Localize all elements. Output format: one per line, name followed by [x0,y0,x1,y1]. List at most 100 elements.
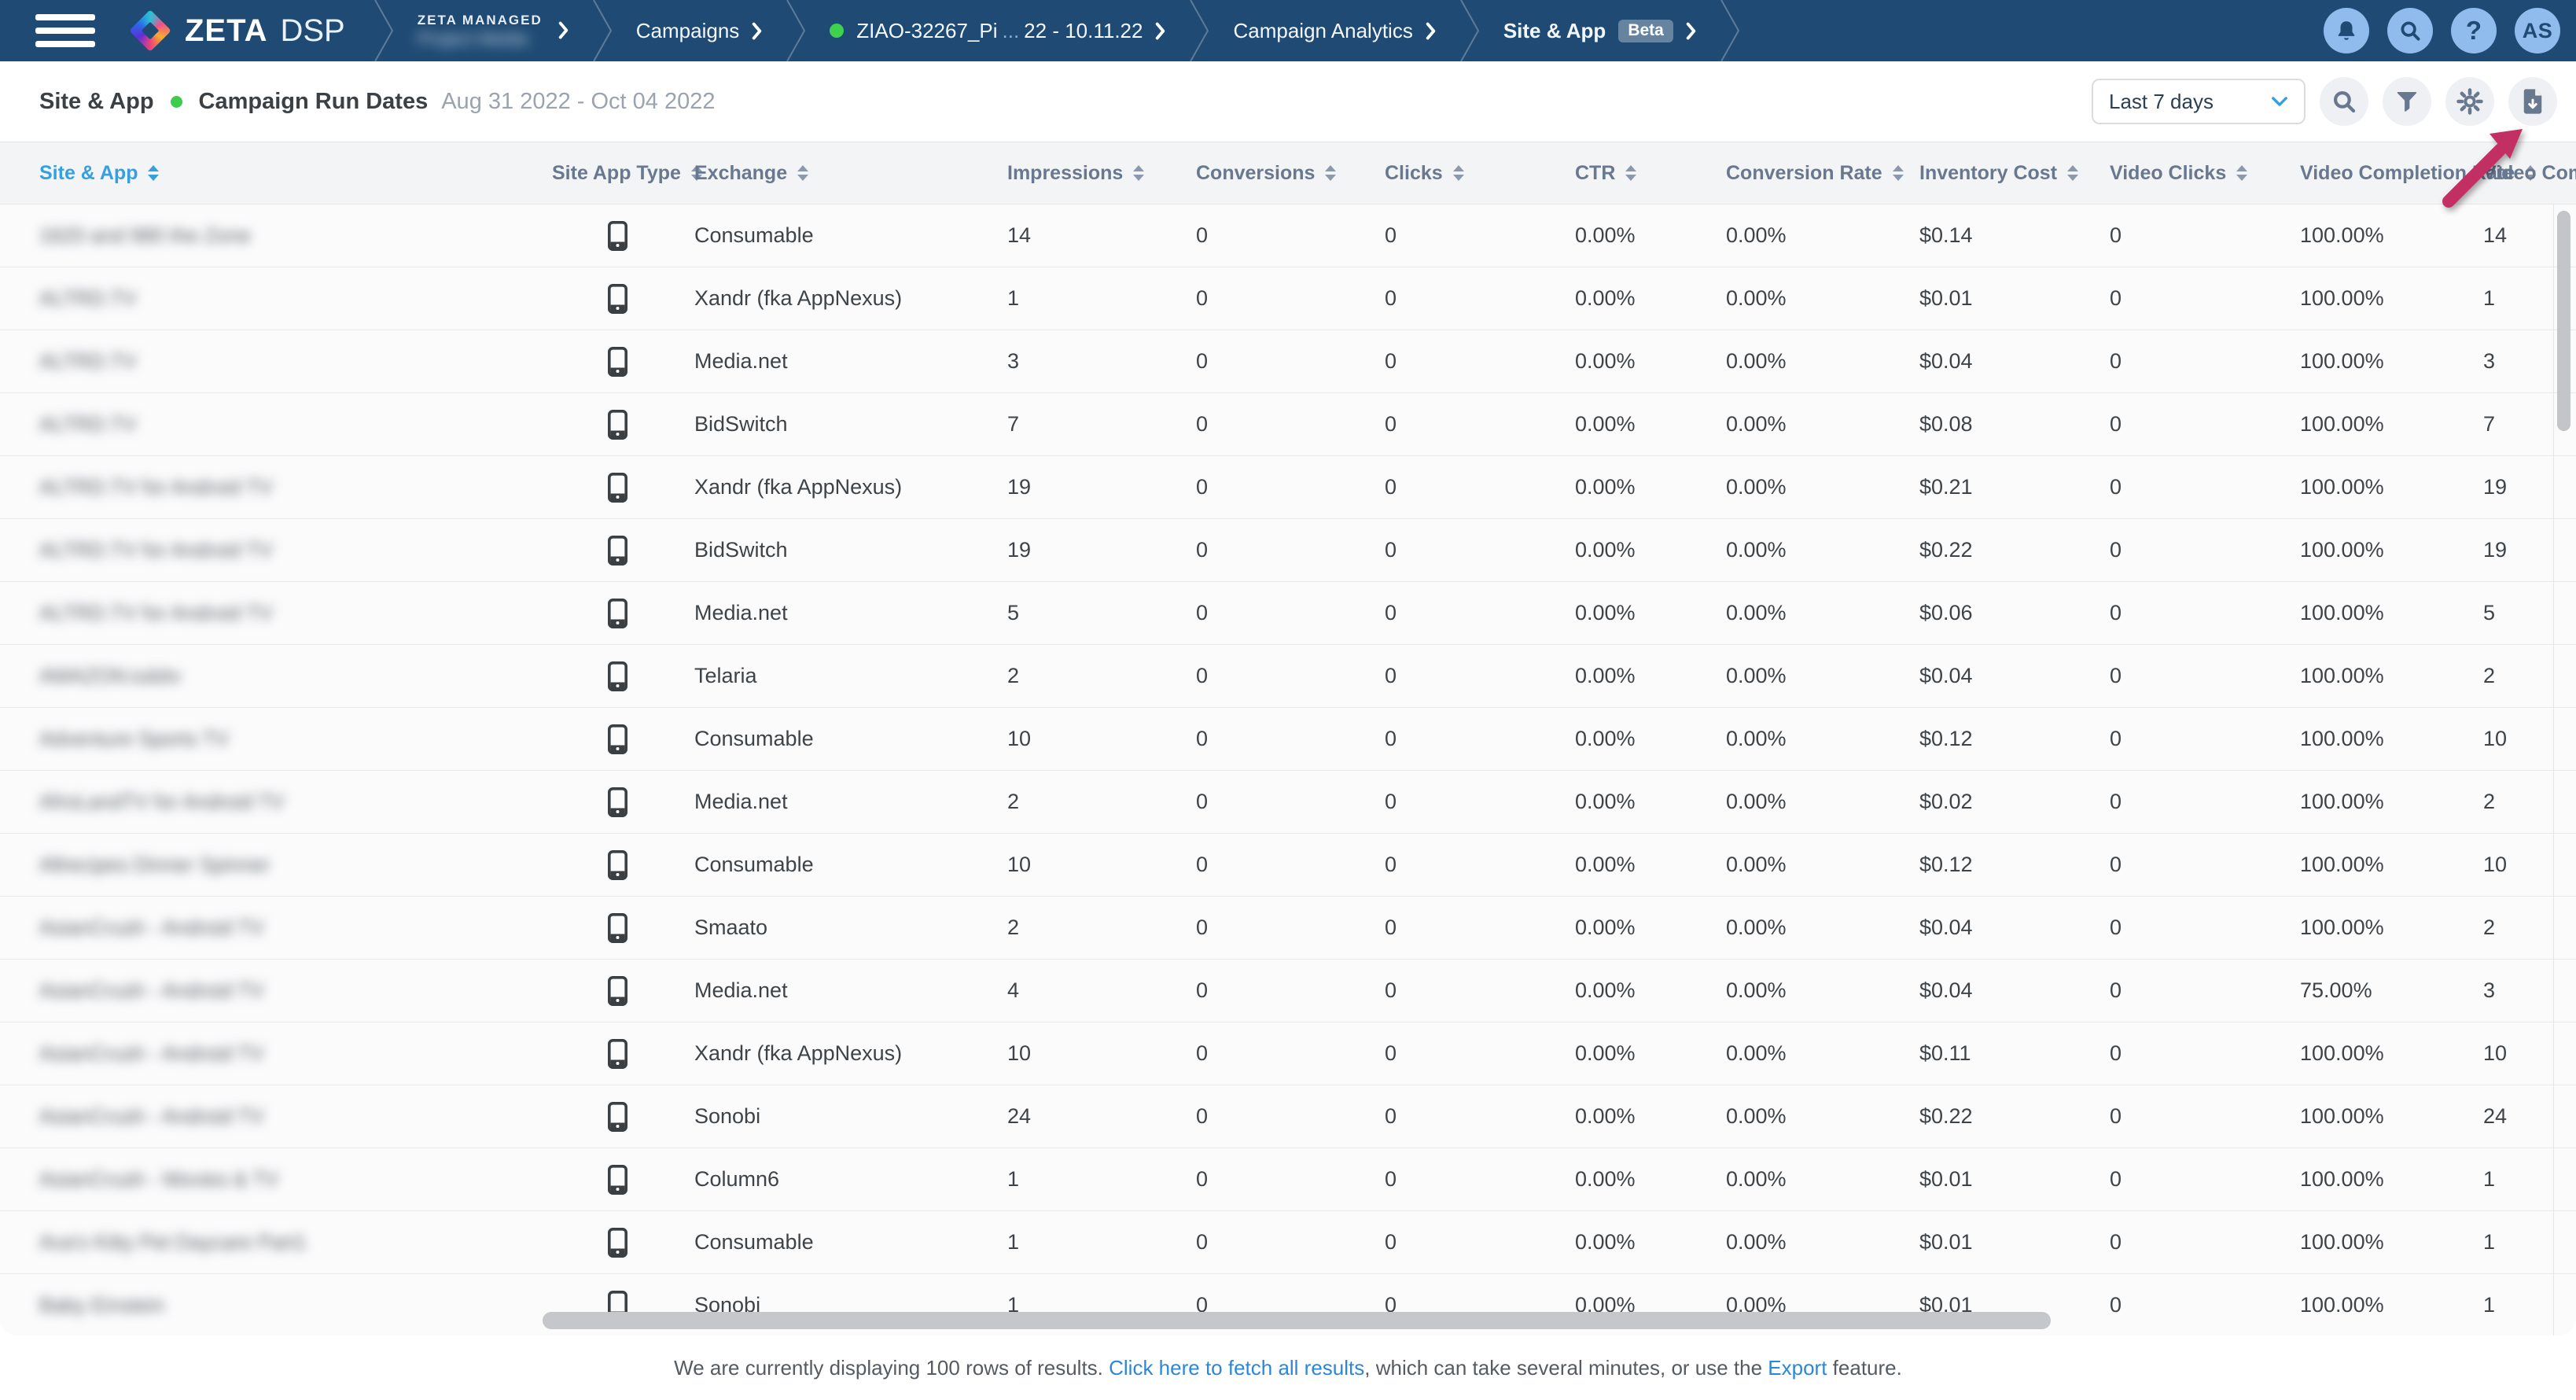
cell-video-completes: 3 [2483,349,2496,373]
cell-exchange: Consumable [694,1230,814,1254]
cell-video-clicks: 0 [2110,475,2122,499]
results-footer: We are currently displaying 100 rows of … [0,1336,2576,1400]
cell-clicks: 0 [1385,727,1397,750]
cell-clicks: 0 [1385,412,1397,436]
breadcrumb-site-and-app[interactable]: Site & App Beta [1480,19,1720,43]
export-link[interactable]: Export [1768,1355,1827,1380]
cell-clicks: 0 [1385,1293,1397,1317]
cell-video-clicks: 0 [2110,1041,2122,1065]
cell-conversion-rate: 0.00% [1726,286,1787,310]
cell-site-app-type [543,330,692,392]
table-search-button[interactable] [2320,77,2368,126]
cell-site-app-type [543,645,692,707]
column-header-label: CTR [1575,161,1616,184]
table-row: Allrecipes Dinner Spinner Consumable 10 … [0,834,2576,897]
cell-video-completes: 1 [2483,1293,2496,1317]
cell-video-completion-rate: 100.00% [2300,664,2384,687]
fetch-all-results-link[interactable]: Click here to fetch all results [1109,1355,1365,1380]
sort-icon [2236,165,2248,181]
column-header-exchange[interactable]: Exchange [692,142,1005,204]
column-header-clicks[interactable]: Clicks [1382,142,1573,204]
file-download-icon [2523,89,2542,114]
mobile-phone-icon [607,1164,627,1195]
mobile-phone-icon [607,409,627,440]
cell-video-completion-rate: 100.00% [2300,853,2384,876]
cell-inventory-cost: $0.11 [1919,1041,1971,1065]
mobile-phone-icon [607,598,627,628]
cell-conversions: 0 [1196,727,1209,750]
table-row: AsianCrush - Android TV Sonobi 24 0 0 0.… [0,1085,2576,1148]
breadcrumb-campaign-item[interactable]: ZIAO-32267_Pi... 22 - 10.11.22 [806,19,1189,43]
cell-site-app-type [543,1022,692,1085]
gear-icon [2456,88,2483,115]
cell-site: AsianCrush - Android TV [39,978,264,1002]
table-row: Adventure Sports TV Consumable 10 0 0 0.… [0,708,2576,771]
brand-logo[interactable]: ZETA DSP [128,9,345,53]
column-header-conversions[interactable]: Conversions [1194,142,1382,204]
column-header-impressions[interactable]: Impressions [1005,142,1194,204]
cell-conversion-rate: 0.00% [1726,978,1787,1002]
cell-exchange: BidSwitch [694,538,788,562]
cell-ctr: 0.00% [1575,538,1636,562]
footer-text: We are currently displaying 100 rows of … [674,1355,1902,1380]
cell-site: Adventure Sports TV [39,727,229,750]
column-header-label: Inventory Cost [1919,161,2058,184]
table-row: ALTRD.TV for Android TV Media.net 5 0 0 … [0,582,2576,645]
filter-button[interactable] [2383,77,2431,126]
breadcrumb-campaigns[interactable]: Campaigns [613,19,786,43]
cell-site-app-type [543,771,692,833]
search-icon [2401,21,2420,41]
breadcrumb-label: Campaign Analytics [1233,18,1413,42]
cell-site: AsianCrush - Android TV [39,1041,264,1065]
breadcrumb-label: Site & App [1503,18,1606,42]
column-header-label: Video Clicks [2110,161,2227,184]
cell-conversion-rate: 0.00% [1726,664,1787,687]
cell-conversions: 0 [1196,853,1209,876]
avatar[interactable]: AS [2515,8,2560,53]
help-button[interactable]: ? [2451,8,2497,53]
cell-conversions: 0 [1196,1230,1209,1254]
notifications-button[interactable] [2324,8,2369,53]
mobile-phone-icon [607,283,627,314]
global-search-button[interactable] [2387,8,2433,53]
column-header-conversion_rate[interactable]: Conversion Rate [1724,142,1917,204]
cell-clicks: 0 [1385,790,1397,813]
brand-suffix: DSP [280,13,345,48]
cell-impressions: 7 [1007,412,1020,436]
cell-video-completion-rate: 100.00% [2300,601,2384,624]
column-header-site[interactable]: Site & App [0,142,543,204]
column-header-ctr[interactable]: CTR [1573,142,1724,204]
cell-site: AsianCrush - Android TV [39,1104,264,1128]
column-header-video_clicks[interactable]: Video Clicks [2107,142,2298,204]
export-button[interactable] [2508,77,2557,126]
cell-clicks: 0 [1385,1041,1397,1065]
settings-button[interactable] [2445,77,2494,126]
breadcrumb-org[interactable]: ZETA MANAGED Project Media [394,13,592,49]
cell-video-completion-rate: 100.00% [2300,538,2384,562]
date-range-selected-value: Last 7 days [2109,89,2214,113]
breadcrumb-label: ZIAO-32267_Pi... 22 - 10.11.22 [856,18,1143,42]
cell-impressions: 4 [1007,978,1020,1002]
date-range-select[interactable]: Last 7 days [2092,79,2306,124]
vertical-scrollbar[interactable] [2557,211,2570,431]
hamburger-menu-icon[interactable] [35,14,95,47]
horizontal-scrollbar[interactable] [543,1312,2051,1329]
cell-impressions: 2 [1007,664,1020,687]
cell-conversions: 0 [1196,1167,1209,1191]
cell-site: ALTRD.TV [39,412,137,436]
column-header-site_app_type[interactable]: Site App Type [543,142,702,204]
cell-video-completes: 10 [2483,727,2508,750]
cell-clicks: 0 [1385,286,1397,310]
breadcrumb-separator [1720,0,1739,61]
cell-impressions: 1 [1007,1230,1020,1254]
breadcrumb-separator [786,0,806,61]
cell-exchange: Xandr (fka AppNexus) [694,286,903,310]
column-header-video_completes[interactable]: Video Compl [2481,142,2576,204]
breadcrumb-separator [374,0,393,61]
cell-video-completion-rate: 100.00% [2300,1293,2384,1317]
breadcrumb-campaign-analytics[interactable]: Campaign Analytics [1209,19,1459,43]
column-header-inventory_cost[interactable]: Inventory Cost [1917,142,2107,204]
cell-video-completes: 2 [2483,916,2496,939]
cell-clicks: 0 [1385,664,1397,687]
cell-video-completes: 5 [2483,601,2496,624]
